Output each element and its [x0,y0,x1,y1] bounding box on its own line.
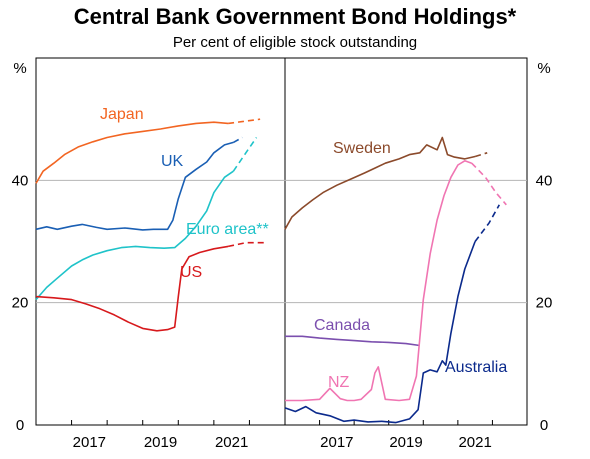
series-label-uk: UK [161,153,184,170]
grid-layer [36,179,527,304]
y-unit-left: % [13,60,26,77]
plot-frame [35,57,528,426]
series-projection-nz [471,162,507,206]
y-tick-left-0: 0 [16,417,24,434]
series-label-us: US [180,264,202,281]
y-unit-right: % [537,60,550,77]
y-tick-left-20: 20 [12,295,29,312]
series-label-australia: Australia [445,359,507,376]
series-layer [35,118,507,424]
series-projection-australia [474,204,500,242]
x-tick-label-p2-2021: 2021 [458,434,491,451]
tick-layer: 0 0 20 20 40 40 2017 2019 2021 2017 2019 2021 [12,172,553,451]
y-tick-right-40: 40 [536,172,553,189]
x-tick-label-p2-2019: 2019 [389,434,422,451]
series-projection-uk [233,136,243,144]
series-projection-japan [227,118,261,125]
y-tick-right-20: 20 [536,295,553,312]
series-label-japan: Japan [100,106,144,123]
series-line-canada [285,335,420,347]
series-line-uk [35,141,234,231]
series-projection-us [227,241,268,248]
series-label-canada: Canada [314,317,370,334]
y-tick-left-40: 40 [12,172,29,189]
series-line-nz [285,160,472,402]
series-line-australia [284,241,476,424]
label-layer: Japan UK Euro area** US Sweden Canada NZ Austra… [100,106,507,391]
x-tick-label-p1-2019: 2019 [144,434,177,451]
y-tick-right-0: 0 [540,417,548,434]
series-projection-euro-area [232,137,258,172]
series-line-sweden [284,136,476,230]
x-tick-label-p2-2017: 2017 [320,434,353,451]
series-line-us [35,245,229,332]
chart-title: Central Bank Government Bond Holdings* [74,4,517,29]
x-tick-label-p1-2021: 2021 [215,434,248,451]
chart-subtitle: Per cent of eligible stock outstanding [173,34,417,51]
series-line-japan [35,121,229,184]
series-label-euro-area: Euro area** [186,221,269,238]
series-label-sweden: Sweden [333,140,391,157]
series-label-nz: NZ [328,374,350,391]
series-projection-sweden [474,152,488,158]
series-line-euro-area [35,170,234,301]
x-tick-label-p1-2017: 2017 [73,434,106,451]
